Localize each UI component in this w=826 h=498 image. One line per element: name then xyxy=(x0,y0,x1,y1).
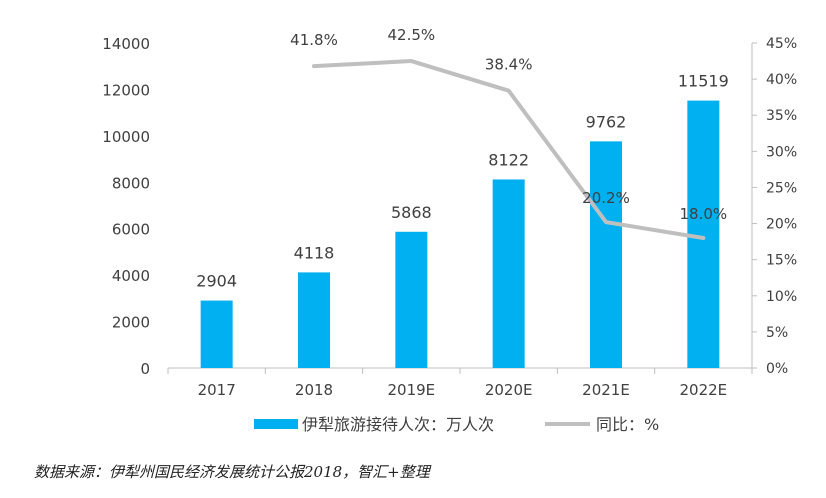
y-left-tick-label: 8000 xyxy=(112,174,150,192)
bar xyxy=(590,141,622,368)
y-right-tick-label: 40% xyxy=(766,72,797,88)
growth-line xyxy=(312,59,706,240)
growth-point xyxy=(313,65,315,67)
y-right-tick-label: 45% xyxy=(766,36,797,52)
legend-line-label: 同比：% xyxy=(596,415,659,434)
y-left-tick-label: 14000 xyxy=(102,35,150,53)
bar xyxy=(200,300,233,368)
y-right-tick-label: 20% xyxy=(766,217,797,233)
bar-value-label: 2904 xyxy=(196,272,237,291)
x-tick-label: 2020E xyxy=(485,381,533,399)
y-left-tick-label: 2000 xyxy=(112,314,150,332)
y-right-tick-label: 5% xyxy=(766,325,788,341)
legend-bar-swatch xyxy=(254,419,298,429)
x-tick-label: 2017 xyxy=(198,381,236,399)
y-left-tick-label: 4000 xyxy=(112,267,150,285)
legend: 伊犁旅游接待人次：万人次 同比：% xyxy=(254,415,659,434)
y-left-tick-label: 6000 xyxy=(112,221,150,239)
bar-value-label: 8122 xyxy=(488,150,529,169)
y-left-tick-label: 0 xyxy=(140,360,150,378)
y-right-tick-label: 35% xyxy=(766,108,797,124)
y-right-tick-label: 0% xyxy=(766,361,788,377)
bars xyxy=(200,100,720,369)
axes: 0 2000 4000 6000 8000 10000 12000 14000 0% 5% 10% 1… xyxy=(102,35,797,399)
growth-point xyxy=(410,60,412,62)
y-right-tick-label: 25% xyxy=(766,180,797,196)
growth-value-label: 42.5% xyxy=(388,26,436,44)
x-tick-label: 2019E xyxy=(388,381,436,399)
y-right-tick-label: 15% xyxy=(766,253,797,269)
bar-value-label: 4118 xyxy=(294,243,335,262)
y-left-tick-label: 12000 xyxy=(102,81,150,99)
y-left-tick-label: 10000 xyxy=(102,128,150,146)
growth-point xyxy=(508,90,510,92)
growth-point xyxy=(702,237,704,239)
growth-value-label: 41.8% xyxy=(290,31,338,49)
growth-point xyxy=(605,221,607,223)
bar-value-label: 11519 xyxy=(678,72,729,91)
y-right-tick-label: 10% xyxy=(766,289,797,305)
x-tick-label: 2018 xyxy=(295,381,333,399)
x-tick-label: 2021E xyxy=(582,381,630,399)
bar xyxy=(298,272,330,368)
bar-value-label: 9762 xyxy=(586,112,627,131)
source-note: 数据来源：伊犁州国民经济发展统计公报2018，智汇+整理 xyxy=(34,463,430,481)
growth-value-label: 18.0% xyxy=(680,205,728,223)
growth-value-label: 20.2% xyxy=(582,189,630,207)
bar xyxy=(395,231,428,368)
legend-bar-label: 伊犁旅游接待人次：万人次 xyxy=(302,415,494,434)
growth-value-label: 38.4% xyxy=(485,56,533,74)
x-tick-label: 2022E xyxy=(680,381,728,399)
bar-value-label: 5868 xyxy=(391,203,432,222)
y-right-tick-label: 30% xyxy=(766,144,797,160)
bar xyxy=(492,179,525,368)
data-labels: 2904 4118 5868 8122 9762 11519 41.8% 42.5% 38.4%… xyxy=(196,26,728,291)
